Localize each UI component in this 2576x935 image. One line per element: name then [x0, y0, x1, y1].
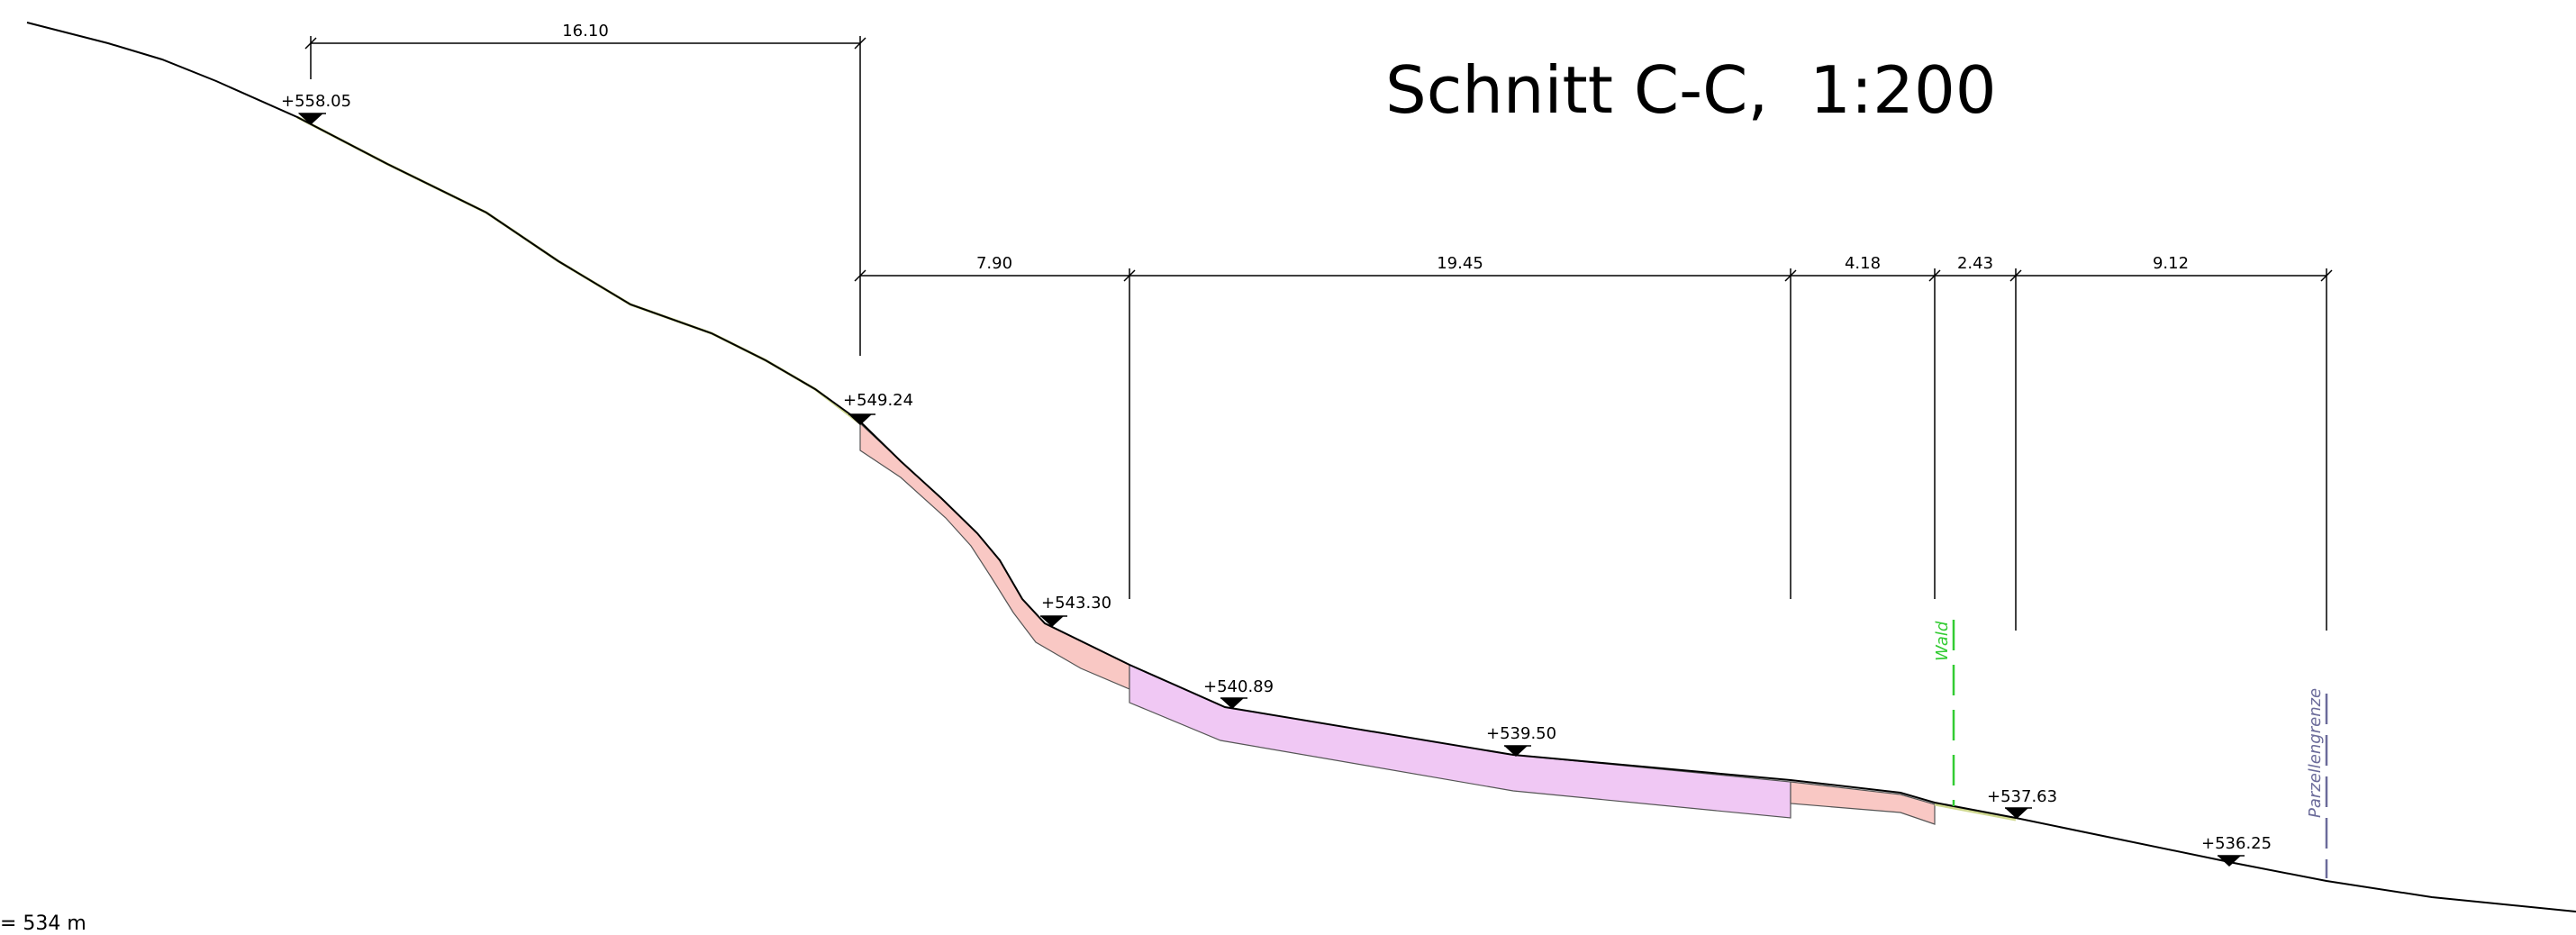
elevation-label-7: +536.25 — [2201, 834, 2272, 853]
topsoil-band-upper — [296, 115, 861, 425]
terrain-profile — [26, 22, 2576, 912]
elevation-marker-2: +549.24 — [843, 391, 913, 425]
dimension-1-label: 7.90 — [976, 254, 1012, 273]
drawing-title: Schnitt C-C, 1:200 — [1385, 52, 1997, 128]
elevation-label-2: +549.24 — [843, 391, 913, 410]
elevation-marker-1: +558.05 — [281, 92, 351, 125]
parcel-boundary-label: Parzellengrenze — [2306, 688, 2325, 818]
elevation-marker-3: +543.30 — [1040, 594, 1111, 627]
elevation-label-5: +539.50 — [1486, 724, 1556, 743]
elevation-marker-4: +540.89 — [1203, 677, 1274, 709]
elevation-marker-5: +539.50 — [1486, 724, 1556, 757]
elevation-marker-7: +536.25 — [2201, 834, 2272, 867]
dimension-top-label: 16.10 — [562, 22, 609, 41]
dimension-3-label: 4.18 — [1845, 254, 1881, 273]
dimension-4-label: 2.43 — [1957, 254, 1993, 273]
topsoil-band-lower — [1934, 803, 2017, 822]
dimension-top — [304, 36, 866, 356]
reference-elevation-note: = 534 m — [0, 912, 86, 935]
dimension-2-label: 19.45 — [1437, 254, 1483, 273]
forest-label: Wald — [1933, 621, 1952, 661]
elevation-label-4: +540.89 — [1203, 677, 1274, 696]
cut-area-upper — [859, 422, 1130, 690]
cut-area-lower — [1790, 781, 1936, 825]
dimension-chain — [854, 268, 2333, 631]
elevation-label-3: +543.30 — [1041, 594, 1111, 613]
elevation-marker-6: +537.63 — [1987, 787, 2057, 819]
elevation-label-6: +537.63 — [1987, 787, 2057, 806]
elevation-label-1: +558.05 — [281, 92, 351, 111]
dimension-5-label: 9.12 — [2153, 254, 2189, 273]
